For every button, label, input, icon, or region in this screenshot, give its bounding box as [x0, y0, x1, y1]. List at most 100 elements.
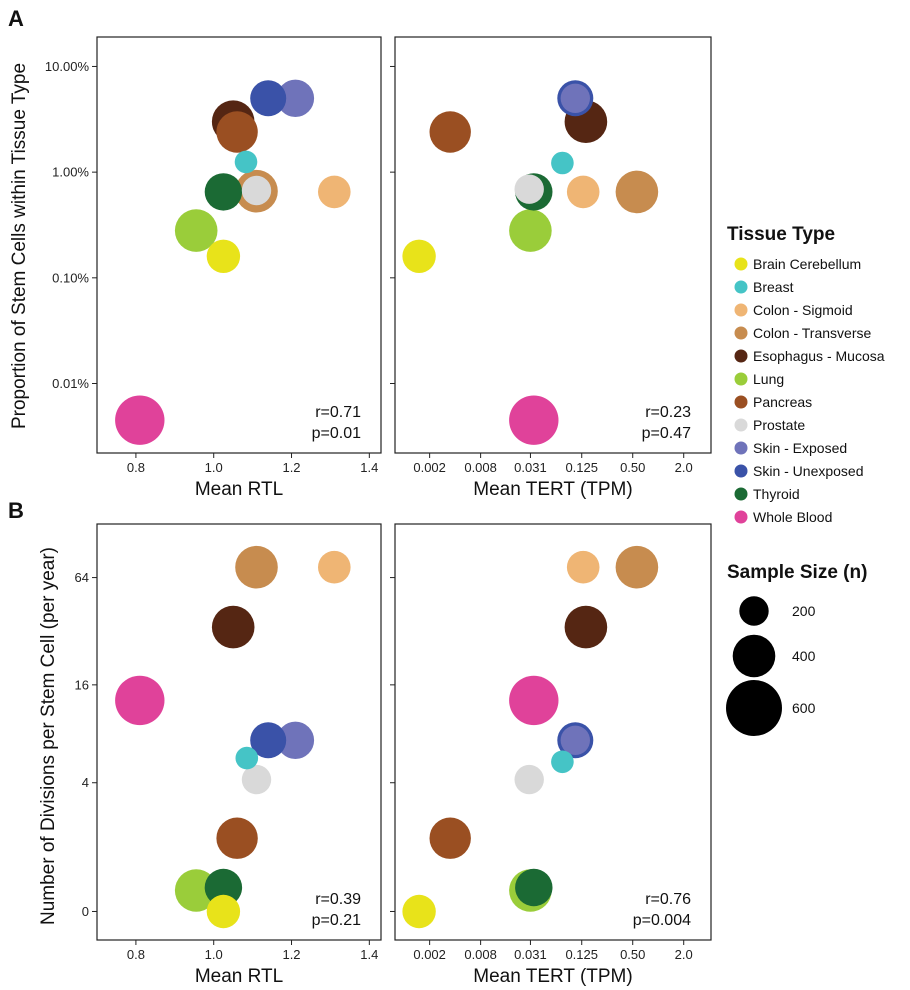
point-pancreas: [429, 111, 471, 153]
y-tick-label: 10.00%: [45, 59, 90, 74]
x-tick-label: 2.0: [675, 947, 693, 962]
legend-label: Lung: [753, 371, 784, 387]
x-tick-label: 0.031: [514, 947, 547, 962]
point-thyroid: [204, 173, 243, 211]
legend-item-thyroid: Thyroid: [734, 486, 800, 502]
y-tick-label: 0.10%: [52, 270, 89, 285]
x-tick-label: 0.002: [413, 947, 446, 962]
point-whole-blood: [509, 395, 559, 445]
legend-swatch: [734, 326, 748, 340]
point-prostate: [241, 764, 272, 795]
panel-letter-a: A: [8, 6, 24, 31]
size-label: 600: [792, 700, 816, 716]
x-tick-label: 0.008: [464, 460, 497, 475]
point-thyroid: [515, 868, 553, 907]
legend-item-prostate: Prostate: [734, 417, 805, 433]
point-skin-exposed: [276, 721, 315, 759]
legend-item-skin-exposed: Skin - Exposed: [734, 440, 847, 456]
plot-frame: [96, 523, 382, 941]
stat-r: r=0.76: [645, 891, 691, 908]
panel-letter-b: B: [8, 498, 24, 523]
plot-area: 0.8 1.0 1.2 1.4 0.01% 0.10% 1.00% 10.00% Mean RT…: [45, 36, 712, 987]
x-tick-label: 1.0: [205, 460, 223, 475]
point-thyroid: [204, 868, 243, 907]
legend-swatch: [734, 303, 748, 317]
point-colon-transverse: [235, 545, 278, 589]
x-tick-label: 0.002: [413, 460, 446, 475]
legend-size-200: 200: [739, 596, 816, 626]
legend-tissue-title: Tissue Type: [727, 224, 835, 245]
y-tick-label: 1.00%: [52, 165, 89, 180]
size-swatch: [732, 634, 776, 678]
point-skin-exposed: [560, 725, 590, 755]
x-tick-label: 0.50: [620, 460, 645, 475]
legend-item-whole-blood: Whole Blood: [734, 509, 832, 525]
plot-frame: [96, 36, 382, 454]
point-pancreas: [216, 111, 258, 153]
size-label: 400: [792, 648, 816, 664]
legend-label: Pancreas: [753, 394, 812, 410]
x-tick-label: 2.0: [675, 460, 693, 475]
legend-swatch: [734, 257, 748, 271]
point-whole-blood: [115, 395, 165, 445]
size-label: 200: [792, 603, 816, 619]
point-brain-cerebellum: [206, 894, 241, 929]
panel-b-y-axis-label: Number of Divisions per Stem Cell (per y…: [38, 547, 59, 925]
point-whole-blood: [115, 675, 165, 726]
point-lung: [509, 209, 552, 252]
stat-p: p=0.004: [633, 912, 691, 929]
point-esophagus-mucosa: [564, 605, 608, 649]
x-axis-label: Mean TERT (TPM): [473, 966, 632, 987]
legend-label: Esophagus - Mucosa: [753, 348, 885, 364]
legend-size-list: 200 400 600: [726, 596, 816, 736]
legend-item-esophagus-mucosa: Esophagus - Mucosa: [734, 348, 885, 364]
legend-label: Skin - Exposed: [753, 440, 847, 456]
x-tick-label: 0.8: [127, 460, 145, 475]
point-brain-cerebellum: [402, 239, 436, 273]
panel-a-y-axis-label: Proportion of Stem Cells within Tissue T…: [9, 63, 30, 429]
legend-item-skin-unexposed: Skin - Unexposed: [734, 463, 864, 479]
panel-b-tert: 0.002 0.008 0.031 0.125 0.50 2.0 Mean TERT (TP…: [390, 523, 712, 987]
size-swatch: [739, 596, 769, 626]
point-prostate: [514, 764, 544, 795]
legend-label: Breast: [753, 279, 794, 295]
stat-r: r=0.71: [315, 404, 361, 421]
legend-size-title: Sample Size (n): [727, 562, 867, 583]
x-tick-label: 0.8: [127, 947, 145, 962]
legend-label: Brain Cerebellum: [753, 256, 861, 272]
legend-swatch: [734, 372, 748, 386]
legend-item-breast: Breast: [734, 279, 794, 295]
legend-label: Colon - Sigmoid: [753, 302, 853, 318]
legend-size-600: 600: [726, 680, 816, 736]
x-tick-label: 1.0: [205, 947, 223, 962]
x-tick-label: 1.4: [360, 947, 378, 962]
x-tick-label: 0.008: [464, 947, 497, 962]
point-prostate: [514, 174, 544, 204]
y-tick-label: 0: [82, 904, 89, 919]
point-esophagus-mucosa: [211, 605, 255, 649]
plot-frame: [394, 523, 712, 941]
x-tick-label: 1.4: [360, 460, 378, 475]
panel-a-rtl: 0.8 1.0 1.2 1.4 0.01% 0.10% 1.00% 10.00% Mean RT…: [45, 36, 382, 500]
x-tick-label: 1.2: [282, 460, 300, 475]
legend: Tissue Type Brain Cerebellum Breast Colon …: [726, 224, 885, 736]
plot-frame: [394, 36, 712, 454]
point-colon-sigmoid: [566, 550, 600, 584]
legend-swatch: [734, 510, 748, 524]
point-prostate: [241, 175, 272, 206]
x-tick-label: 0.50: [620, 947, 645, 962]
legend-size-400: 400: [732, 634, 816, 678]
y-tick-label: 4: [82, 775, 89, 790]
legend-label: Thyroid: [753, 486, 800, 502]
x-tick-label: 1.2: [282, 947, 300, 962]
legend-label: Whole Blood: [753, 509, 832, 525]
legend-item-pancreas: Pancreas: [734, 394, 812, 410]
x-axis-label: Mean TERT (TPM): [473, 479, 632, 500]
x-axis-label: Mean RTL: [195, 479, 283, 500]
point-breast: [234, 150, 258, 174]
legend-label: Prostate: [753, 417, 805, 433]
point-skin-exposed: [560, 83, 590, 114]
legend-swatch: [734, 441, 748, 455]
legend-swatch: [734, 418, 748, 432]
x-tick-label: 0.031: [514, 460, 547, 475]
